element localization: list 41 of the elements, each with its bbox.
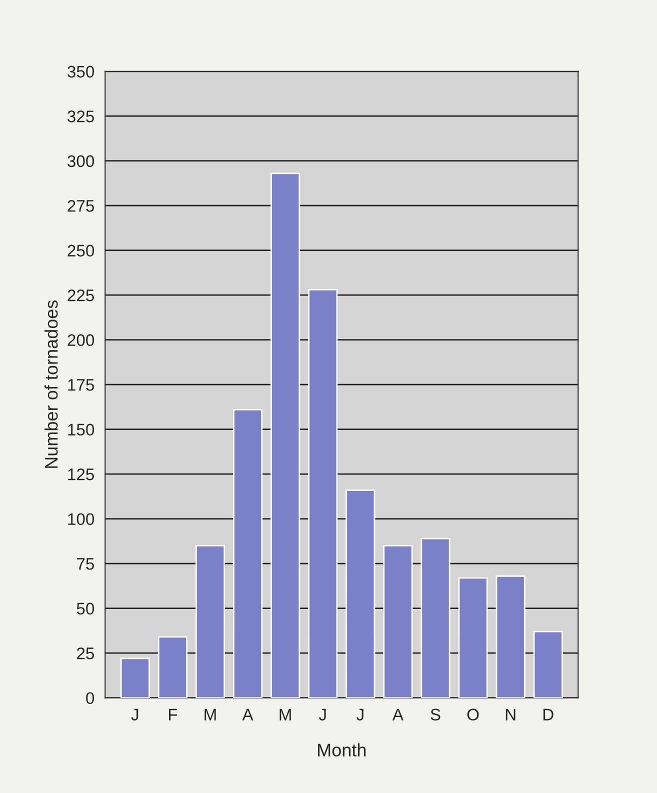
- bar: [120, 658, 150, 698]
- y-tick-label: 75: [77, 558, 94, 570]
- bar: [420, 538, 450, 698]
- x-tick-label: A: [242, 708, 254, 720]
- y-tick-label: 0: [86, 692, 94, 704]
- x-tick-label: S: [430, 708, 440, 720]
- x-axis-title: Month: [318, 743, 366, 756]
- y-tick-label: 175: [68, 379, 94, 391]
- y-axis-title: Number of tornadoes: [44, 300, 58, 468]
- y-tick-label: 125: [68, 468, 94, 480]
- x-tick-label: J: [356, 708, 364, 720]
- y-tick-label: 325: [68, 110, 94, 122]
- y-tick-label: 250: [68, 244, 94, 257]
- y-tick-label: 150: [68, 424, 94, 436]
- y-tick-label: 100: [68, 513, 94, 526]
- bar: [533, 630, 563, 698]
- y-tick-label: 225: [68, 290, 94, 302]
- y-tick-label: 200: [68, 334, 94, 346]
- x-tick-label: F: [168, 708, 178, 720]
- x-tick-label: M: [204, 708, 216, 720]
- x-tick-label: J: [131, 708, 138, 720]
- x-tick-label: N: [506, 708, 516, 720]
- y-tick-label: 25: [77, 647, 94, 660]
- bar: [496, 575, 526, 698]
- x-tick-label: J: [318, 708, 326, 720]
- y-tick-label: 275: [68, 200, 94, 212]
- y-tick-label: 300: [68, 155, 94, 168]
- bar: [308, 289, 338, 698]
- bar: [346, 490, 376, 698]
- bar: [383, 545, 413, 698]
- y-tick-label: 350: [68, 66, 94, 78]
- x-tick-label: D: [543, 708, 554, 720]
- bar: [195, 545, 226, 698]
- bar: [233, 408, 263, 698]
- x-tick-label: O: [467, 708, 479, 720]
- x-tick-label: A: [392, 708, 404, 720]
- x-tick-label: M: [280, 708, 291, 720]
- y-tick-label: 50: [76, 602, 94, 615]
- bar: [270, 172, 300, 698]
- bar: [158, 636, 188, 698]
- bar: [458, 577, 488, 698]
